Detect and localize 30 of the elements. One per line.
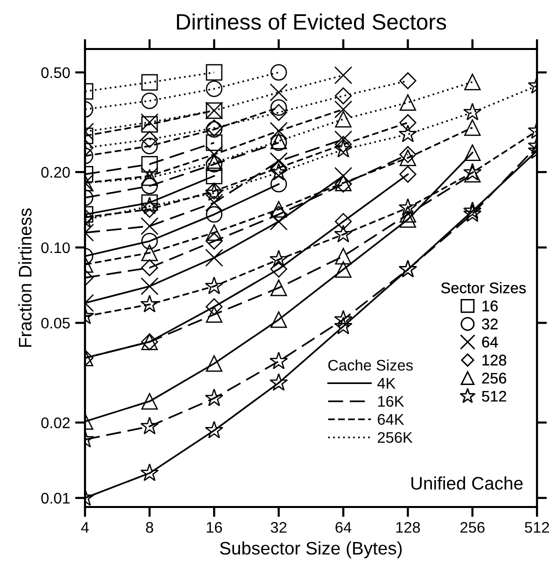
annotation: Unified Cache — [411, 476, 523, 490]
y-axis-title: Fraction Dirtiness — [18, 208, 32, 347]
legend-label: 16K — [378, 396, 404, 407]
legend-label: 128 — [482, 354, 506, 366]
x-axis-title: Subsector Size (Bytes) — [220, 541, 402, 558]
x-tick-label: 8 — [146, 522, 154, 533]
legend-label: 64K — [378, 414, 404, 425]
y-tick-label: 0.02 — [41, 417, 70, 428]
chart-title: Dirtiness of Evicted Sectors — [176, 13, 446, 30]
text: Cache Sizes — [328, 359, 413, 371]
legend-label: 256 — [482, 372, 506, 384]
legend-label: 64 — [482, 336, 498, 348]
legend-label: 4K — [377, 378, 396, 389]
legend-label: 32 — [482, 318, 498, 330]
x-tick-label: 256 — [460, 522, 485, 533]
text: Sector Sizes — [441, 282, 526, 294]
legend-label: 512 — [482, 390, 506, 402]
y-tick-label: 0.05 — [41, 318, 70, 329]
y-tick-label: 0.01 — [41, 492, 70, 504]
x-tick-label: 128 — [396, 522, 420, 533]
x-tick-label: 16 — [206, 522, 222, 533]
legend-label: 16 — [482, 300, 498, 312]
y-tick-label: 0.50 — [41, 67, 70, 78]
y-tick-label: 0.20 — [41, 166, 70, 178]
y-tick-label: 0.10 — [41, 242, 70, 254]
x-tick-label: 32 — [270, 522, 286, 533]
x-tick-label: 64 — [336, 522, 352, 533]
x-tick-label: 4 — [81, 522, 89, 533]
x-tick-label: 512 — [524, 522, 549, 533]
legend-label: 256K — [378, 432, 413, 443]
